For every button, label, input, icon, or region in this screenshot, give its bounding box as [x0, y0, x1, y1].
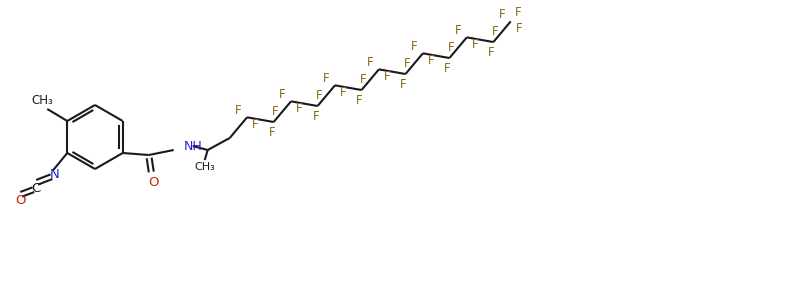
Text: F: F: [499, 8, 505, 21]
Text: O: O: [15, 194, 26, 208]
Text: F: F: [312, 110, 319, 123]
Text: F: F: [472, 38, 478, 51]
Text: F: F: [488, 46, 495, 59]
Text: F: F: [492, 25, 498, 38]
Text: F: F: [516, 22, 522, 35]
Text: F: F: [324, 72, 330, 85]
Text: CH₃: CH₃: [195, 162, 215, 172]
Text: F: F: [404, 57, 411, 70]
Text: F: F: [280, 88, 286, 101]
Text: C: C: [32, 182, 41, 194]
Text: F: F: [252, 118, 259, 131]
Text: F: F: [455, 24, 461, 37]
Text: F: F: [367, 56, 374, 69]
Text: F: F: [235, 104, 242, 117]
Text: F: F: [268, 126, 275, 139]
Text: F: F: [384, 70, 391, 83]
Text: F: F: [445, 62, 451, 75]
Text: F: F: [400, 78, 407, 91]
Text: F: F: [340, 86, 347, 99]
Text: N: N: [50, 168, 59, 182]
Text: F: F: [296, 102, 303, 115]
Text: F: F: [272, 105, 279, 118]
Text: F: F: [448, 41, 455, 54]
Text: F: F: [514, 6, 521, 20]
Text: O: O: [148, 175, 159, 189]
Text: F: F: [360, 73, 367, 86]
Text: F: F: [411, 40, 418, 53]
Text: NH: NH: [183, 140, 203, 152]
Text: F: F: [356, 94, 363, 107]
Text: F: F: [428, 54, 435, 67]
Text: CH₃: CH₃: [31, 95, 53, 107]
Text: F: F: [316, 89, 323, 102]
